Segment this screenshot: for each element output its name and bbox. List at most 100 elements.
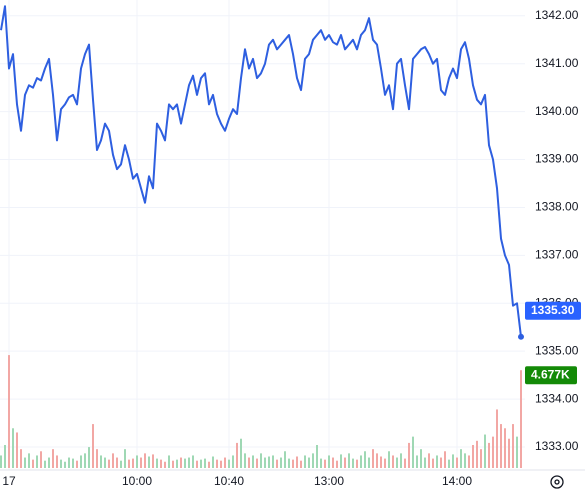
y-tick-label: 1335.00: [535, 343, 579, 357]
volume-bar: [176, 459, 178, 468]
volume-bar: [508, 438, 510, 468]
volume-bar: [440, 457, 442, 468]
volume-bar: [140, 457, 142, 468]
volume-bar: [516, 436, 518, 468]
volume-bar: [360, 455, 362, 468]
volume-bar: [116, 457, 118, 468]
volume-bar: [12, 428, 14, 468]
volume-bar: [216, 459, 218, 468]
volume-bar: [492, 436, 494, 468]
volume-bar: [320, 458, 322, 468]
volume-bar: [432, 458, 434, 468]
volume-bar: [212, 456, 214, 468]
volume-bar: [20, 449, 22, 468]
volume-bar: [0, 455, 2, 468]
x-tick-label: 13:00: [314, 474, 344, 488]
volume-bar: [88, 447, 90, 468]
volume-bar: [80, 455, 82, 468]
volume-bar: [292, 459, 294, 468]
volume-bar: [272, 455, 274, 468]
x-tick-label: 10:00: [122, 474, 152, 488]
volume-bar: [172, 460, 174, 468]
volume-bar: [348, 453, 350, 468]
volume-bar: [120, 460, 122, 468]
volume-bar: [412, 436, 414, 468]
x-tick-label: 10:40: [214, 474, 244, 488]
volume-bar: [224, 457, 226, 468]
volume-bar: [64, 461, 66, 468]
volume-bar: [376, 453, 378, 468]
volume-bar: [344, 457, 346, 468]
volume-bar: [100, 455, 102, 468]
volume-bar: [480, 449, 482, 468]
volume-bar: [392, 455, 394, 468]
volume-bar: [160, 459, 162, 468]
volume-bar: [500, 424, 502, 468]
volume-bar: [40, 451, 42, 468]
volume-bar: [336, 460, 338, 468]
volume-bar: [400, 453, 402, 468]
volume-bar: [208, 461, 210, 468]
settings-icon[interactable]: [550, 475, 564, 489]
volume-bar: [92, 424, 94, 468]
price-label: 1335.30: [531, 303, 575, 317]
volume-bar: [56, 455, 58, 468]
volume-bar: [384, 458, 386, 468]
volume-bar: [112, 453, 114, 468]
volume-bar: [300, 460, 302, 468]
volume-bar: [144, 453, 146, 468]
volume-bar: [196, 460, 198, 468]
volume-label: 4.677K: [531, 367, 570, 381]
volume-bar: [256, 458, 258, 468]
volume-bar: [152, 454, 154, 468]
volume-bar: [204, 458, 206, 468]
volume-bar: [84, 453, 86, 468]
volume-bar: [52, 449, 54, 468]
volume-label-box: [525, 366, 577, 385]
volume-bar: [268, 456, 270, 468]
volume-bar: [424, 457, 426, 468]
volume-bar: [44, 460, 46, 468]
volume-bar: [296, 456, 298, 468]
price-line: [0, 5, 522, 337]
volume-bar: [452, 454, 454, 468]
volume-bar: [332, 457, 334, 468]
volume-bar: [416, 455, 418, 468]
volume-bar: [28, 453, 30, 468]
volume-bar: [228, 459, 230, 468]
volume-bar: [404, 458, 406, 468]
volume-bar: [136, 455, 138, 468]
volume-bar: [248, 457, 250, 468]
volume-bar: [200, 459, 202, 468]
volume-bar: [232, 455, 234, 468]
volume-bar: [60, 459, 62, 468]
volume-bar: [504, 428, 506, 468]
volume-bar: [368, 457, 370, 468]
volume-bar: [288, 458, 290, 468]
volume-bar: [68, 457, 70, 468]
y-tick-label: 1333.00: [535, 439, 579, 453]
volume-bar: [420, 449, 422, 468]
volume-bar: [408, 442, 410, 468]
volume-bar: [464, 453, 466, 468]
volume-bar: [168, 455, 170, 468]
volume-bar: [316, 445, 318, 468]
y-tick-label: 1340.00: [535, 104, 579, 118]
volume-bar: [488, 442, 490, 468]
volume-bar: [8, 355, 10, 468]
volume-bar: [164, 461, 166, 468]
volume-bar: [484, 434, 486, 468]
volume-bar: [476, 440, 478, 468]
volume-bar: [24, 457, 26, 468]
volume-bar: [444, 451, 446, 468]
volume-bar: [240, 438, 242, 468]
volume-bar: [468, 455, 470, 468]
price-label-box: [525, 301, 581, 320]
volume-bar: [104, 457, 106, 468]
volume-bar: [356, 459, 358, 468]
x-tick-label: 17: [2, 474, 16, 488]
volume-bar: [260, 453, 262, 468]
volume-bar: [124, 449, 126, 468]
volume-bar: [364, 451, 366, 468]
